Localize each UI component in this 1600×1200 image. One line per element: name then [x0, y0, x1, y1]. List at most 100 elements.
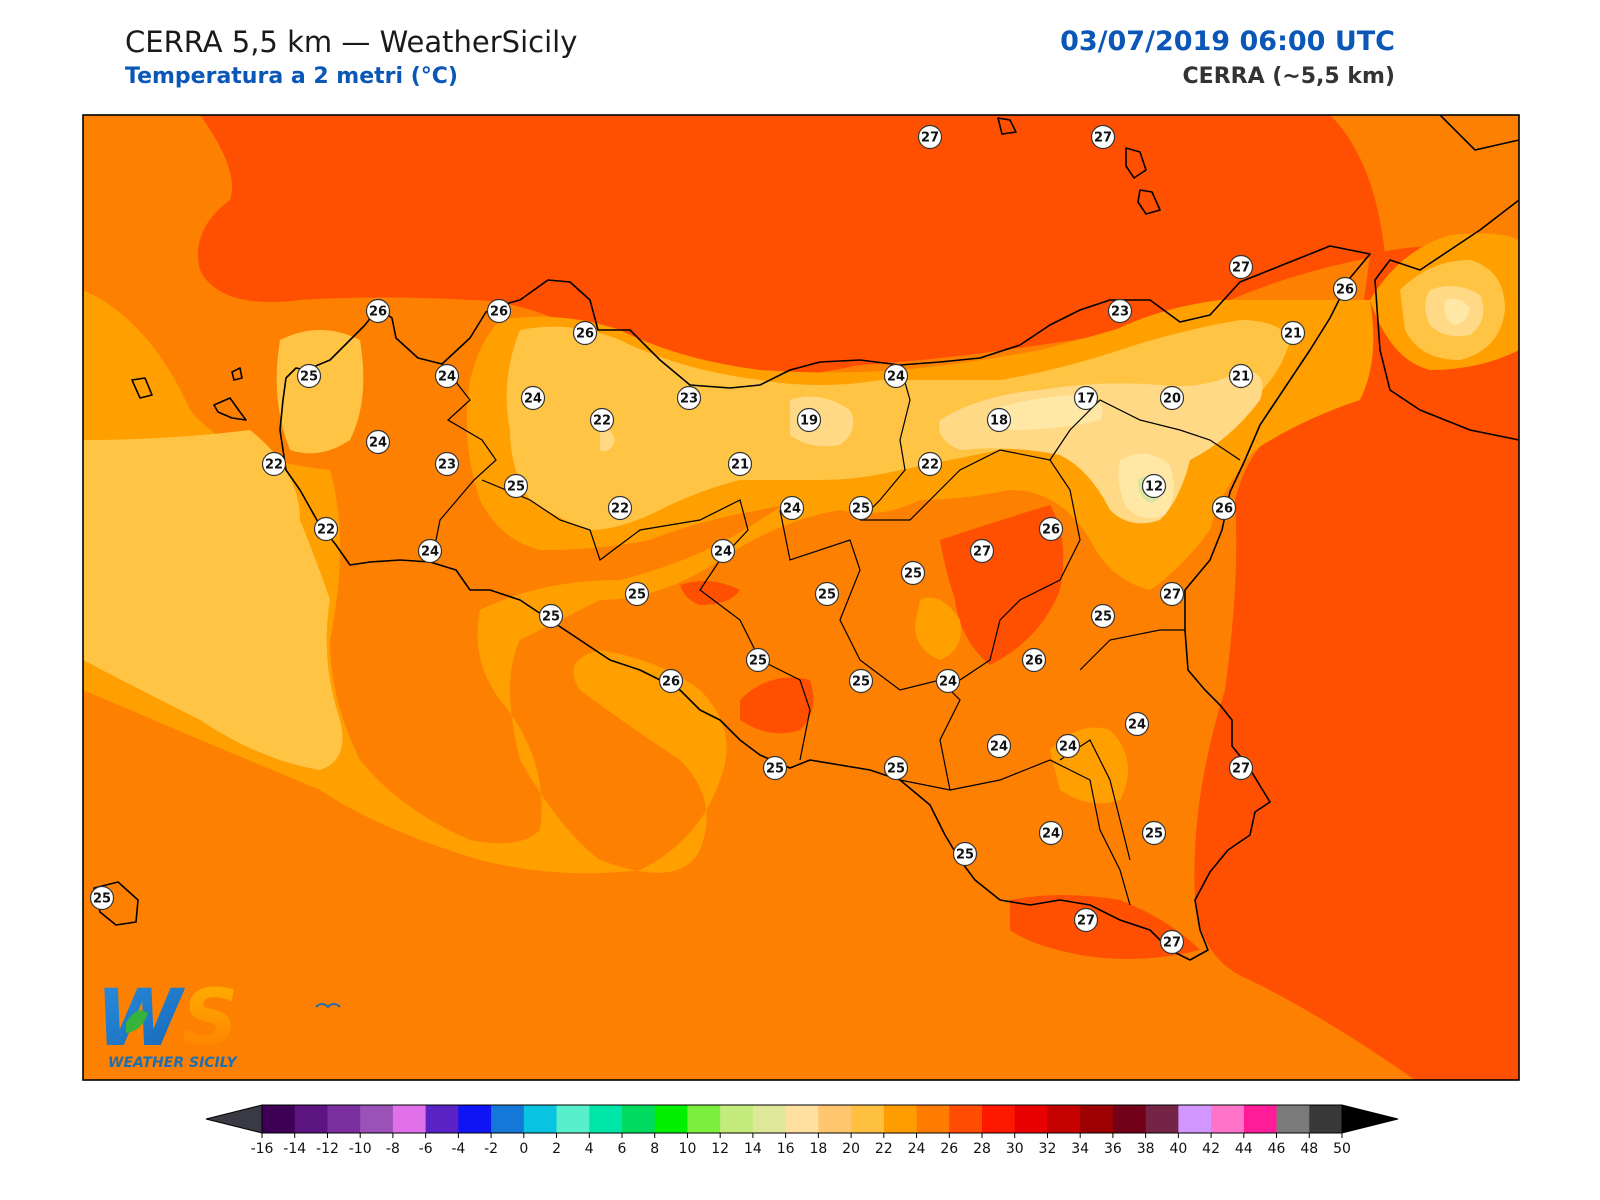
station-circle — [1228, 363, 1254, 389]
colorbar-tick-label: 30 — [1006, 1141, 1024, 1157]
station-temperature-label: 25 — [852, 502, 870, 517]
header-right: 03/07/2019 06:00 UTC CERRA (~5,5 km) — [1060, 24, 1395, 94]
hot-zone-ionian — [1194, 246, 1519, 1080]
boundary-ragusa — [949, 759, 1131, 906]
colorbar-cell — [327, 1105, 361, 1133]
colorbar: -16 -14 -12 -10 -8 -6 -4 -2 0 2 4 6 8 10 12 14 16 18 20 22 2… — [205, 1104, 1399, 1157]
station-temperature-label: 25 — [93, 892, 111, 907]
station-marker: 26 — [1332, 276, 1358, 302]
station-marker: 24 — [935, 668, 961, 694]
colorbar-tick-label: 18 — [809, 1141, 827, 1157]
leaf-icon — [126, 1010, 148, 1033]
station-circle — [607, 495, 633, 521]
sicily-coastline — [279, 245, 1371, 961]
station-marker: 22 — [313, 516, 339, 542]
station-temperature-label: 24 — [939, 675, 957, 690]
station-circle — [1159, 385, 1185, 411]
station-marker: 22 — [917, 451, 943, 477]
station-marker: 26 — [1021, 647, 1047, 673]
station-marker: 18 — [986, 407, 1012, 433]
station-marker: 25 — [848, 668, 874, 694]
station-temperature-label: 23 — [1111, 305, 1129, 320]
colorbar-cell — [982, 1105, 1016, 1133]
station-temperature-label: 25 — [887, 762, 905, 777]
station-marker: 26 — [1211, 495, 1237, 521]
colorbar-tick-label: -8 — [386, 1141, 400, 1157]
station-marker: 24 — [1055, 733, 1081, 759]
colorbar-cell — [523, 1105, 558, 1133]
station-circle — [434, 451, 460, 477]
colorbar-cell — [752, 1105, 787, 1133]
station-temperature-label: 22 — [921, 458, 939, 473]
station-marker: 23 — [1107, 298, 1133, 324]
station-circle — [417, 538, 443, 564]
station-temperature-label: 24 — [438, 370, 456, 385]
station-marker: 25 — [745, 647, 771, 673]
station-circle — [1021, 647, 1047, 673]
station-temperature-label: 27 — [921, 131, 939, 146]
station-circle — [883, 363, 909, 389]
colorbar-cell — [1014, 1105, 1048, 1133]
station-circle — [89, 885, 115, 911]
station-temperature-label: 27 — [1077, 914, 1095, 929]
boundary-palermo-messina — [859, 364, 911, 521]
station-temperature-label: 24 — [1128, 718, 1146, 733]
colorbar-max-arrow — [1341, 1104, 1399, 1134]
station-marker: 20 — [1159, 385, 1185, 411]
station-circle — [1159, 929, 1185, 955]
station-marker: 22 — [261, 451, 287, 477]
cooler-zone-north-east — [990, 395, 1103, 430]
colorbar-cell — [916, 1105, 950, 1133]
station-marker: 24 — [986, 733, 1012, 759]
logo-ws-letters: WS — [96, 974, 238, 1064]
station-temperature-label: 25 — [904, 567, 922, 582]
station-circle — [520, 385, 546, 411]
colorbar-cell — [392, 1105, 427, 1133]
station-circle — [935, 668, 961, 694]
station-temperature-label: 27 — [1232, 762, 1250, 777]
station-circle — [365, 298, 391, 324]
colorbar-cell — [1145, 1105, 1179, 1133]
station-circle — [589, 407, 615, 433]
colorbar-tick-label: 22 — [875, 1141, 893, 1157]
station-temperature-label: 21 — [731, 458, 749, 473]
station-circle — [538, 603, 564, 629]
colorbar-tick-label: 12 — [711, 1141, 729, 1157]
station-circle — [710, 538, 736, 564]
station-temperature-label: 24 — [1059, 740, 1077, 755]
station-circle — [1141, 820, 1167, 846]
hot-zone-inland-south — [740, 677, 814, 734]
colorbar-cell — [1112, 1105, 1147, 1133]
station-marker: 24 — [710, 538, 736, 564]
station-marker: 25 — [814, 581, 840, 607]
station-temperature-label: 27 — [1163, 936, 1181, 951]
station-marker: 17 — [1073, 385, 1099, 411]
station-marker: 25 — [900, 560, 926, 586]
colorbar-tick-label: 26 — [940, 1141, 958, 1157]
station-marker: 24 — [1038, 820, 1064, 846]
station-marker: 12 — [1141, 473, 1167, 499]
colorbar-cell — [1178, 1105, 1212, 1133]
station-temperature-label: 22 — [265, 458, 283, 473]
station-temperature-label: 24 — [714, 545, 732, 560]
station-marker: 25 — [538, 603, 564, 629]
station-marker: 21 — [727, 451, 753, 477]
colorbar-tick-label: -16 — [251, 1141, 274, 1157]
station-temperature-label: 22 — [317, 523, 335, 538]
station-circle — [727, 451, 753, 477]
station-circle — [572, 320, 598, 346]
favignana-island — [213, 397, 247, 421]
station-circle — [900, 560, 926, 586]
station-marker: 24 — [417, 538, 443, 564]
colorbar-cell — [425, 1105, 459, 1133]
header-left: CERRA 5,5 km — WeatherSicily Temperatura… — [125, 24, 577, 94]
station-marker: 25 — [503, 473, 529, 499]
colorbar-cell — [491, 1105, 525, 1133]
station-circle — [986, 733, 1012, 759]
calabria-coastline — [1374, 114, 1520, 441]
station-marker: 27 — [1090, 124, 1116, 150]
colorbar-tick-label: 24 — [908, 1141, 926, 1157]
station-temperature-label: 26 — [369, 305, 387, 320]
colorbar-tick-label: 4 — [585, 1141, 594, 1157]
station-temperature-label: 25 — [956, 848, 974, 863]
